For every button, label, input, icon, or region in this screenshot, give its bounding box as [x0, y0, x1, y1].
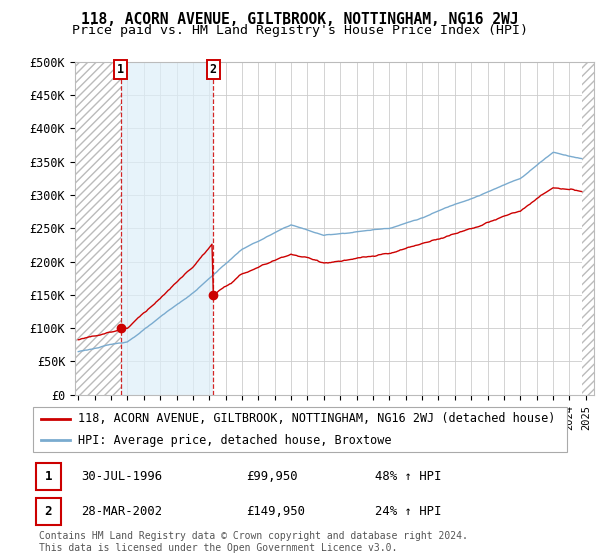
Text: 2: 2 — [45, 505, 52, 518]
Text: 118, ACORN AVENUE, GILTBROOK, NOTTINGHAM, NG16 2WJ: 118, ACORN AVENUE, GILTBROOK, NOTTINGHAM… — [81, 12, 519, 27]
Text: 28-MAR-2002: 28-MAR-2002 — [81, 505, 162, 518]
Text: 1: 1 — [45, 470, 52, 483]
FancyBboxPatch shape — [33, 407, 567, 452]
Text: Contains HM Land Registry data © Crown copyright and database right 2024.
This d: Contains HM Land Registry data © Crown c… — [39, 531, 468, 553]
Text: 1: 1 — [117, 63, 124, 76]
Text: 30-JUL-1996: 30-JUL-1996 — [81, 470, 162, 483]
Text: HPI: Average price, detached house, Broxtowe: HPI: Average price, detached house, Brox… — [79, 433, 392, 446]
Bar — [582, 62, 594, 395]
Text: £99,950: £99,950 — [247, 470, 298, 483]
Text: £149,950: £149,950 — [247, 505, 305, 518]
Text: 24% ↑ HPI: 24% ↑ HPI — [375, 505, 441, 518]
Text: 118, ACORN AVENUE, GILTBROOK, NOTTINGHAM, NG16 2WJ (detached house): 118, ACORN AVENUE, GILTBROOK, NOTTINGHAM… — [79, 413, 556, 426]
Bar — [75, 62, 121, 395]
Text: 48% ↑ HPI: 48% ↑ HPI — [375, 470, 441, 483]
FancyBboxPatch shape — [35, 498, 61, 525]
FancyBboxPatch shape — [35, 464, 61, 490]
Text: Price paid vs. HM Land Registry's House Price Index (HPI): Price paid vs. HM Land Registry's House … — [72, 24, 528, 37]
Bar — [121, 62, 213, 395]
Text: 2: 2 — [209, 63, 217, 76]
